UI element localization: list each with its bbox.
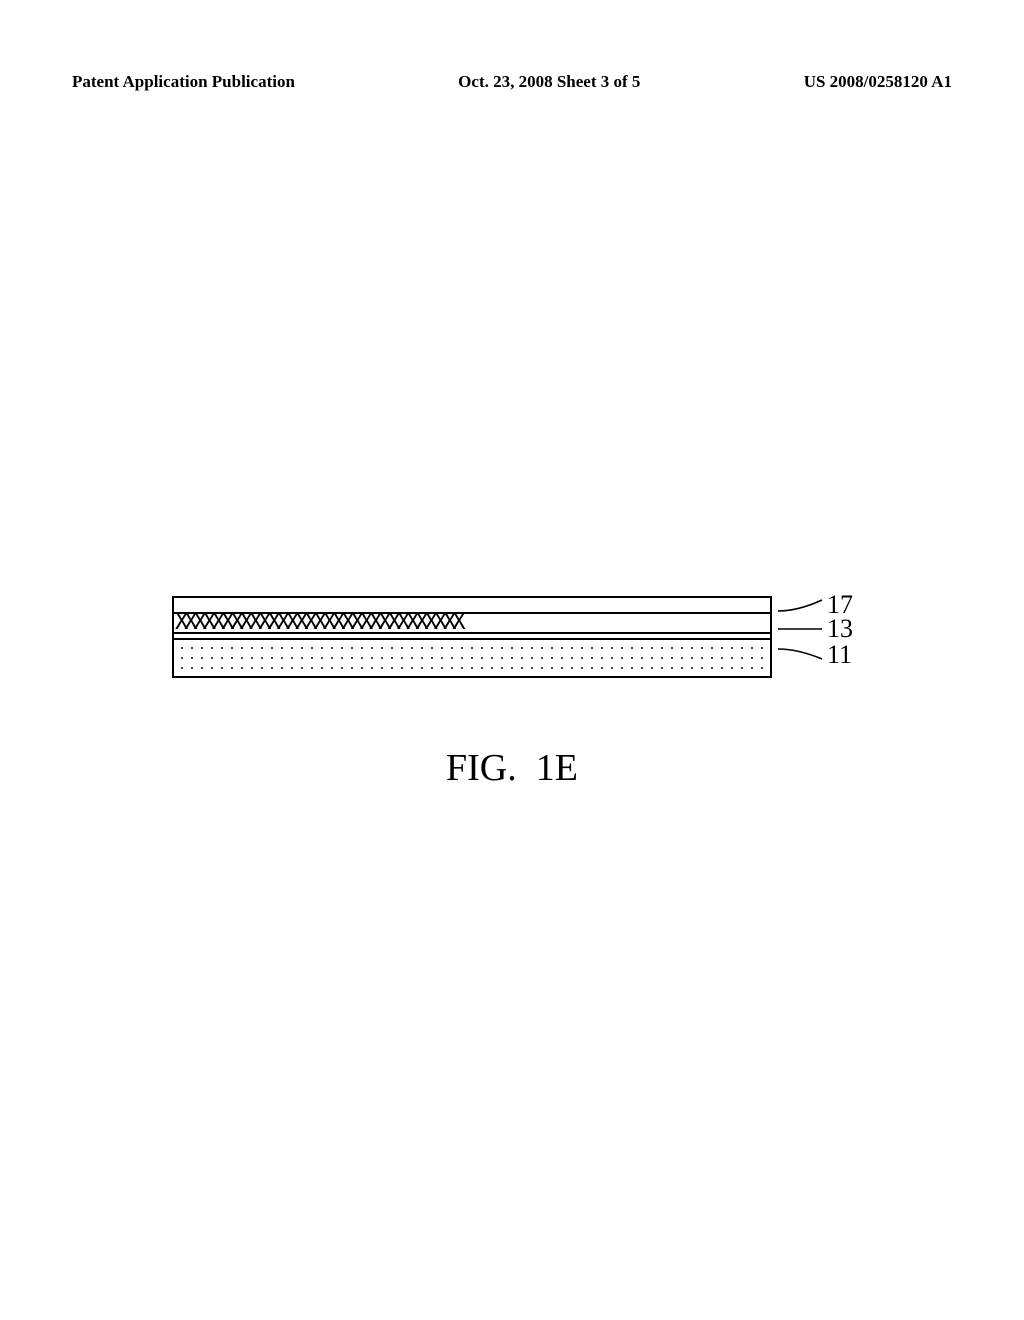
header-date-sheet: Oct. 23, 2008 Sheet 3 of 5 (458, 72, 640, 92)
header-publication: Patent Application Publication (72, 72, 295, 92)
figure-1e: XXXXXXXXXXXXXXXXXXXXXXXXXXXXXXX 17 13 (172, 596, 872, 676)
leader-line-icon (778, 597, 824, 613)
layer-11 (172, 638, 772, 678)
callout-11: 11 (778, 640, 852, 670)
callout-number: 11 (827, 640, 852, 670)
crosshatch-pattern: XXXXXXXXXXXXXXXXXXXXXXXXXXXXXXX (174, 612, 462, 634)
header-pub-number: US 2008/0258120 A1 (804, 72, 952, 92)
page-header: Patent Application Publication Oct. 23, … (0, 72, 1024, 92)
figure-label-suffix: 1E (536, 747, 578, 789)
leader-line-icon (778, 623, 824, 635)
figure-label: FIG. 1E (0, 746, 1024, 790)
layer-13: XXXXXXXXXXXXXXXXXXXXXXXXXXXXXXX (172, 612, 772, 634)
layer-stack: XXXXXXXXXXXXXXXXXXXXXXXXXXXXXXX 17 13 (172, 596, 772, 678)
leader-line-icon (778, 647, 824, 663)
figure-label-prefix: FIG. (446, 747, 517, 789)
